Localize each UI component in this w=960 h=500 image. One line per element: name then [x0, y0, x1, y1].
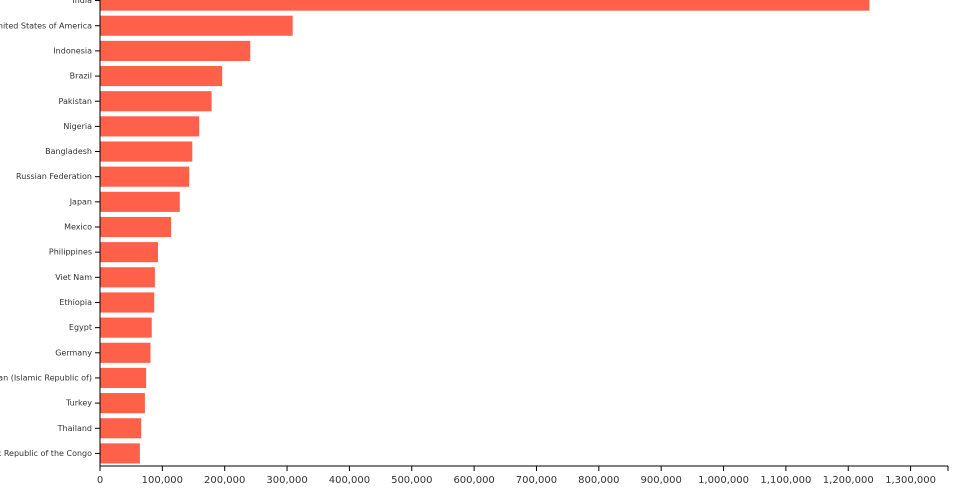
y-tick-label: United States of America	[0, 21, 92, 30]
y-tick-label: Democratic Republic of the Congo	[0, 449, 92, 458]
bar	[100, 242, 158, 263]
y-tick-label: Brazil	[70, 72, 92, 81]
bar	[100, 267, 155, 288]
y-tick-label: Japan	[69, 197, 92, 206]
y-tick-label: Ethiopia	[59, 298, 92, 307]
bar	[100, 40, 251, 61]
y-tick-label: Iran (Islamic Republic of)	[0, 374, 92, 383]
y-tick-label: India	[72, 0, 92, 5]
x-tick-label: 100,000	[142, 475, 183, 486]
bar	[100, 116, 200, 137]
x-tick-label: 200,000	[204, 475, 245, 486]
bar	[100, 141, 193, 162]
x-tick-label: 500,000	[391, 475, 432, 486]
bar	[100, 65, 223, 87]
bar	[100, 317, 152, 338]
x-axis: 0 100,000 200,000 300,000 400,000 500,000 600,…	[97, 465, 949, 486]
bar	[100, 191, 180, 212]
y-tick-label: Bangladesh	[45, 147, 92, 156]
bar	[100, 393, 145, 414]
bar	[100, 342, 151, 363]
y-tick-label: Thailand	[57, 424, 92, 433]
bar	[100, 15, 293, 36]
bar	[100, 443, 140, 464]
bar	[100, 166, 190, 187]
x-tick-label: 600,000	[453, 475, 494, 486]
y-tick-label: Turkey	[65, 399, 92, 408]
bar	[100, 91, 212, 112]
x-tick-label: 1,000,000	[698, 475, 749, 486]
x-tick-label: 700,000	[516, 475, 557, 486]
x-tick-label: 1,300,000	[885, 475, 936, 486]
y-tick-label: Russian Federation	[16, 172, 92, 181]
y-tick-label: Egypt	[69, 323, 92, 332]
y-tick-label: Nigeria	[63, 122, 92, 131]
x-tick-label: 400,000	[329, 475, 370, 486]
x-tick-label: 800,000	[578, 475, 619, 486]
y-tick-label: Pakistan	[59, 97, 93, 106]
y-tick-label: Viet Nam	[55, 273, 92, 282]
bars	[100, 0, 870, 464]
x-tick-label: 1,200,000	[823, 475, 874, 486]
y-axis: India United States of America Indonesia Br…	[0, 0, 101, 466]
bar	[100, 216, 172, 238]
x-tick-label: 1,100,000	[760, 475, 811, 486]
y-tick-label: Indonesia	[53, 46, 92, 55]
y-tick-label: Germany	[55, 348, 92, 357]
bar	[100, 367, 147, 389]
x-tick-label: 300,000	[266, 475, 307, 486]
bar	[100, 418, 142, 439]
y-tick-label: Mexico	[64, 223, 92, 232]
bar	[100, 0, 870, 11]
y-tick-label: Philippines	[49, 248, 92, 257]
x-tick-label: 900,000	[640, 475, 681, 486]
x-tick-label: 0	[97, 475, 103, 486]
bar	[100, 292, 155, 313]
